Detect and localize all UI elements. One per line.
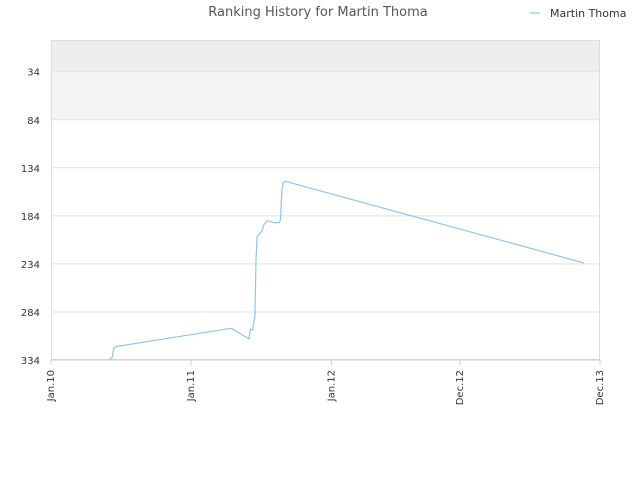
plot-band (51, 311, 600, 360)
x-tick-label: Jan.11 (186, 370, 197, 402)
y-tick-label: 334 (21, 356, 40, 367)
x-tick-label: Jan.12 (326, 370, 337, 402)
y-tick-label: 134 (21, 164, 40, 175)
plot-band (51, 71, 600, 120)
y-tick-label: 184 (21, 212, 40, 223)
series-line (108, 180, 585, 361)
legend[interactable]: Martin Thoma (530, 7, 626, 20)
y-tick-label: 284 (21, 308, 40, 319)
x-tick-label: Jan.10 (46, 370, 57, 402)
y-tick-label: 234 (21, 260, 40, 271)
plot-band (51, 40, 600, 72)
y-axis: 34 84 134 184 234 284 334 (21, 68, 40, 367)
y-tick-label: 84 (27, 116, 40, 127)
legend-label-martin-thoma: Martin Thoma (550, 7, 626, 20)
plot-band (51, 119, 600, 168)
x-axis: Jan.10 Jan.11 Jan.12 Dec.12 Dec.13 (46, 359, 606, 405)
plot-bands (51, 40, 600, 360)
chart-title: Ranking History for Martin Thoma (208, 5, 427, 20)
x-tick-label: Dec.13 (595, 370, 606, 405)
series-layer (108, 180, 585, 361)
plot-band (51, 263, 600, 312)
x-tick-label: Dec.12 (455, 370, 466, 405)
y-tick-label: 34 (27, 68, 40, 79)
plot-band (51, 215, 600, 264)
grid-lines (51, 71, 600, 361)
